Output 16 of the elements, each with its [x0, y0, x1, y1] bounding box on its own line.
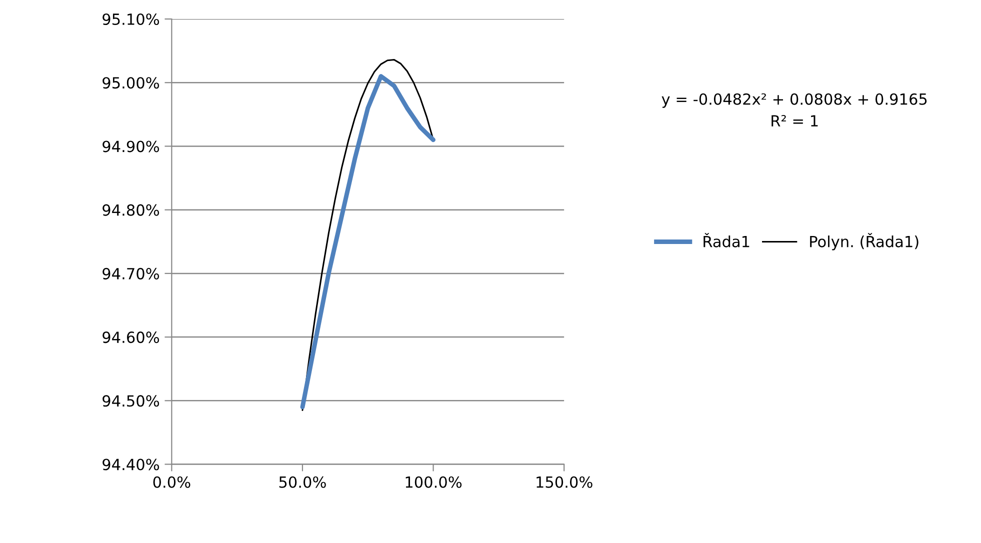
text: R² = 1 [772, 115, 818, 126]
y-tick-label: 94.80% [102, 204, 160, 216]
text: y = -0.0482x² + 0.0808x + 0.9165 [662, 93, 927, 108]
y-tick-label: 95.00% [102, 77, 160, 89]
y-tick-label: 94.40% [102, 458, 160, 470]
legend-label: Řada1 [704, 232, 750, 248]
y-tick-label: 94.90% [102, 140, 160, 152]
legend-label: Polyn. (Řada1) [810, 232, 918, 250]
x-tick-label: 100.0% [406, 476, 462, 488]
x-tick-label: 150.0% [536, 476, 592, 488]
y-tick-label: 94.50% [102, 395, 160, 407]
y-tick-label: 94.70% [102, 268, 160, 280]
y-tick-label: 95.10% [102, 13, 160, 26]
x-tick-label: 0.0% [153, 476, 190, 488]
x-tick-label: 50.0% [279, 476, 326, 488]
y-tick-label: 94.60% [102, 332, 160, 344]
